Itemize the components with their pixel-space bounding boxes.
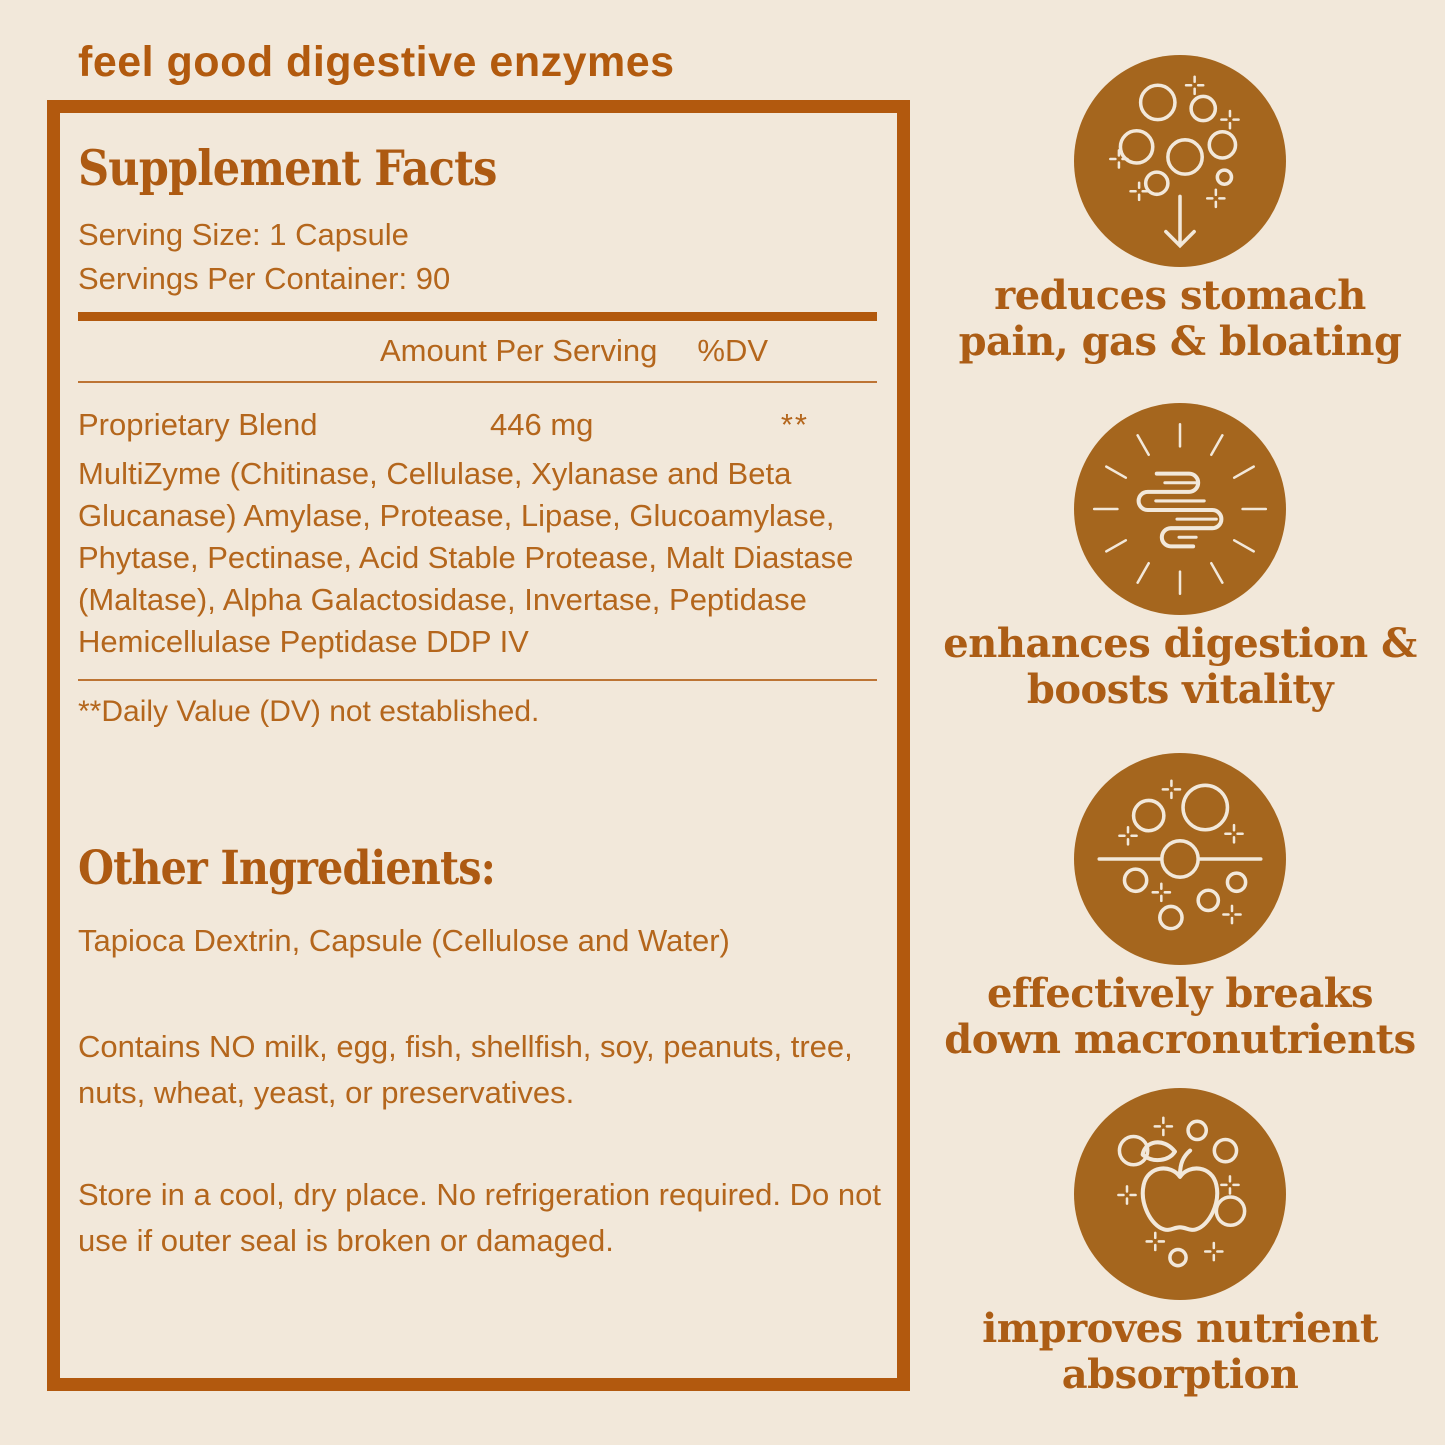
blend-name: Proprietary Blend bbox=[78, 407, 318, 442]
supplement-facts-panel: Supplement Facts Serving Size: 1 Capsule… bbox=[47, 100, 910, 1391]
gas-bubbles-arrow-icon bbox=[1074, 55, 1286, 267]
benefit-improves-absorption: improves nutrient absorption bbox=[915, 1088, 1445, 1398]
intestines-icon bbox=[1074, 403, 1286, 615]
product-title: feel good digestive enzymes bbox=[78, 38, 675, 86]
benefit-caption: improves nutrient absorption bbox=[982, 1305, 1378, 1398]
blend-description: MultiZyme (Chitinase, Cellulase, Xylanas… bbox=[78, 456, 854, 659]
amount-per-serving-header: Amount Per Serving bbox=[380, 333, 658, 368]
other-ingredients-text: Tapioca Dextrin, Capsule (Cellulose and … bbox=[78, 923, 730, 958]
thin-divider-top bbox=[78, 381, 877, 383]
servings-per-container: Servings Per Container: 90 bbox=[78, 261, 451, 296]
benefit-caption: effectively breaks down macronutrients bbox=[944, 970, 1416, 1063]
allergen-note: Contains NO milk, egg, fish, shellfish, … bbox=[78, 1029, 853, 1110]
serving-info: Serving Size: 1 Capsule Servings Per Con… bbox=[78, 213, 877, 301]
bubbles-breakdown-icon bbox=[1074, 753, 1286, 965]
benefit-caption: reduces stomach pain, gas & bloating bbox=[958, 272, 1402, 365]
thin-divider-bottom bbox=[78, 679, 877, 681]
other-ingredients-heading: Other Ingredients: bbox=[78, 841, 496, 896]
daily-value-footnote: **Daily Value (DV) not established. bbox=[78, 695, 540, 728]
blend-amount: 446 mg bbox=[490, 407, 594, 442]
storage-note: Store in a cool, dry place. No refrigera… bbox=[78, 1177, 881, 1258]
proprietary-blend-row: Proprietary Blend 446 mg ** bbox=[78, 407, 877, 443]
serving-size: Serving Size: 1 Capsule bbox=[78, 217, 409, 252]
thick-divider bbox=[78, 312, 877, 321]
column-header-row: Amount Per Serving %DV bbox=[78, 333, 877, 381]
benefit-breaks-down-macronutrients: effectively breaks down macronutrients bbox=[915, 753, 1445, 1063]
benefit-caption: enhances digestion & boosts vitality bbox=[943, 620, 1417, 713]
apple-nutrient-icon bbox=[1074, 1088, 1286, 1300]
supplement-facts-heading: Supplement Facts bbox=[78, 139, 497, 197]
blend-dv-asterisks: ** bbox=[780, 407, 809, 442]
percent-dv-header: %DV bbox=[697, 333, 769, 368]
benefit-reduces-bloating: reduces stomach pain, gas & bloating bbox=[915, 55, 1445, 365]
benefit-enhances-digestion: enhances digestion & boosts vitality bbox=[915, 403, 1445, 713]
